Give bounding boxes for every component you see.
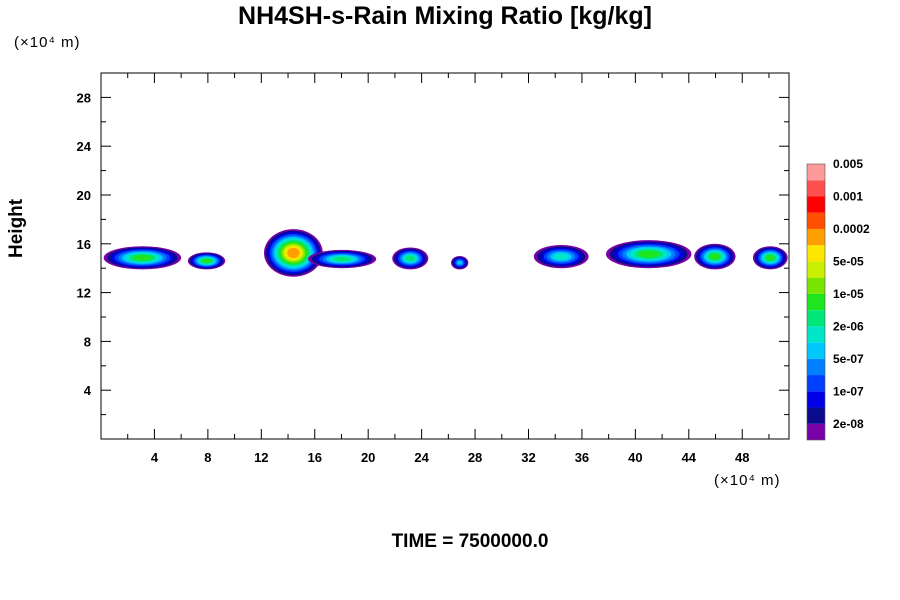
colorbar-label: 5e-07 xyxy=(833,352,864,366)
field-cell xyxy=(694,243,736,270)
colorbar-swatch xyxy=(807,310,825,327)
colorbar-label: 2e-08 xyxy=(833,417,864,431)
field-cell xyxy=(187,252,226,270)
x-tick-label: 32 xyxy=(521,450,535,465)
colorbar-swatch xyxy=(807,375,825,392)
colorbar-swatch xyxy=(807,342,825,359)
field-cell xyxy=(605,240,692,269)
field-contour xyxy=(132,254,152,261)
y-tick-label: 16 xyxy=(77,237,91,252)
x-tick-label: 48 xyxy=(735,450,749,465)
x-tick-label: 16 xyxy=(308,450,322,465)
colorbar-label: 2e-06 xyxy=(833,319,864,333)
y-tick-label: 12 xyxy=(77,286,91,301)
field-contour xyxy=(638,250,660,258)
field-cell xyxy=(392,247,429,270)
colorbar-swatch xyxy=(807,277,825,294)
y-tick-label: 4 xyxy=(84,383,92,398)
field-contour xyxy=(766,254,775,261)
field-cell xyxy=(451,255,469,270)
field-layer xyxy=(103,229,788,277)
colorbar-label: 5e-05 xyxy=(833,254,864,268)
y-tick-label: 20 xyxy=(77,188,91,203)
colorbar-label: 0.005 xyxy=(833,157,863,171)
plot-frame xyxy=(100,72,790,440)
field-cell xyxy=(752,246,788,270)
colorbar-swatch xyxy=(807,212,825,229)
field-contour xyxy=(405,255,415,262)
colorbar-swatch xyxy=(807,228,825,246)
y-tick-label: 8 xyxy=(84,334,91,349)
y-axis-unit-label: (×10⁴ m) xyxy=(14,34,81,51)
x-tick-label: 12 xyxy=(254,450,268,465)
colorbar-swatch xyxy=(807,423,825,440)
colorbar-label: 0.001 xyxy=(833,189,863,203)
field-cell xyxy=(533,245,589,269)
colorbar-swatch xyxy=(807,391,825,408)
colorbar-label: 1e-07 xyxy=(833,384,864,398)
colorbar-swatch xyxy=(807,180,825,197)
field-contour xyxy=(201,258,212,263)
colorbar-swatch xyxy=(807,245,825,262)
colorbar-swatch xyxy=(807,196,825,213)
x-axis-unit-label: (×10⁴ m) xyxy=(714,472,781,489)
colorbar-swatch xyxy=(807,358,825,376)
colorbar-label: 0.0002 xyxy=(833,222,870,236)
colorbar-swatch xyxy=(807,326,825,343)
field-contour xyxy=(333,256,351,262)
x-tick-label: 36 xyxy=(575,450,589,465)
field-contour xyxy=(287,247,300,259)
time-label: TIME = 7500000.0 xyxy=(391,531,549,552)
colorbar: 2e-08 1e-07 5e-07 2e-06 1e-05 5e-05 0.0002 0.00… xyxy=(806,157,870,441)
field-cell xyxy=(103,246,182,270)
x-tick-label: 40 xyxy=(628,450,642,465)
colorbar-swatch xyxy=(807,261,825,278)
x-tick-label: 28 xyxy=(468,450,482,465)
y-tick-label: 24 xyxy=(77,139,92,154)
field-cell xyxy=(308,249,377,269)
x-tick-label: 4 xyxy=(151,450,159,465)
x-tick-label: 44 xyxy=(682,450,697,465)
x-tick-label: 20 xyxy=(361,450,375,465)
colorbar-swatch xyxy=(807,164,825,181)
field-contour xyxy=(457,260,463,265)
y-tick-label: 28 xyxy=(77,90,91,105)
x-tick-label: 8 xyxy=(204,450,211,465)
field-contour xyxy=(553,253,569,260)
colorbar-swatch xyxy=(807,407,825,424)
chart-title: NH4SH-s-Rain Mixing Ratio [kg/kg] xyxy=(238,2,652,30)
colorbar-frame xyxy=(806,163,826,441)
field-cell xyxy=(263,229,323,277)
x-tick-label: 24 xyxy=(414,450,429,465)
colorbar-label: 1e-05 xyxy=(833,287,864,301)
field-contour xyxy=(709,253,720,260)
colorbar-swatch xyxy=(807,293,825,311)
